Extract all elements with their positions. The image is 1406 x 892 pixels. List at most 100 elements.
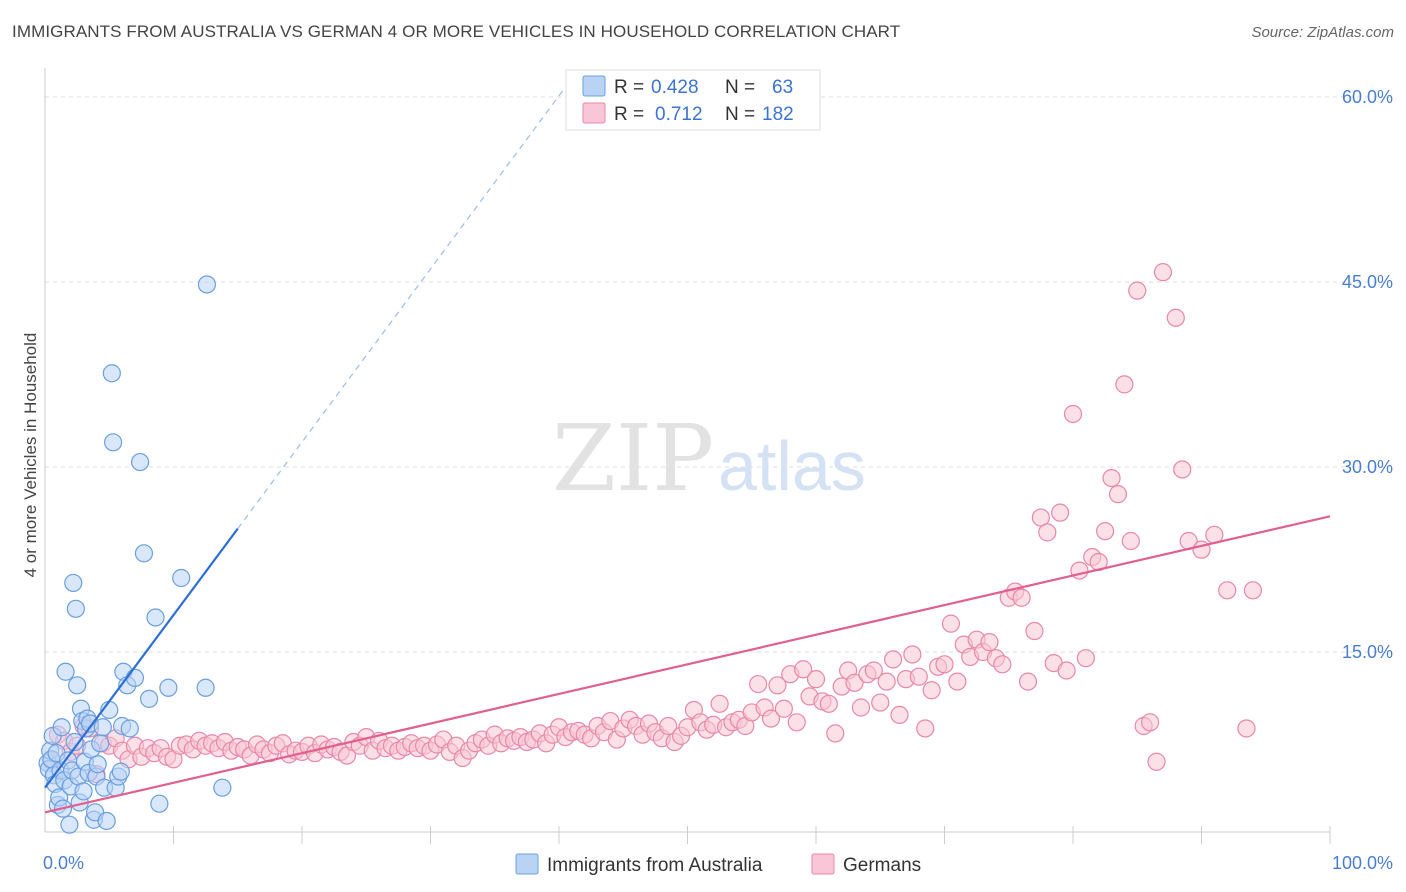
australia-point-22 bbox=[68, 676, 87, 695]
legend-n-value-pink: 182 bbox=[762, 104, 794, 125]
germans-point-151 bbox=[1012, 588, 1031, 607]
series-legend: Immigrants from Australia Germans bbox=[515, 853, 921, 876]
germans-trend-line bbox=[44, 515, 1331, 814]
australia-points bbox=[38, 275, 232, 834]
australia-point-38 bbox=[91, 734, 110, 753]
australia-point-61 bbox=[197, 275, 217, 294]
germans-point-114 bbox=[774, 699, 793, 718]
germans-point-146 bbox=[980, 633, 999, 652]
germans-point-96 bbox=[659, 716, 678, 736]
germans-points bbox=[42, 263, 1263, 784]
australia-point-37 bbox=[88, 755, 107, 774]
australia-point-16 bbox=[60, 815, 79, 834]
legend-r-value-blue: 0.428 bbox=[651, 77, 699, 98]
germans-point-172 bbox=[1147, 752, 1166, 771]
y-tick-label-2: 45.0% bbox=[1342, 272, 1393, 292]
germans-point-131 bbox=[883, 650, 903, 669]
y-tick-label-3: 60.0% bbox=[1342, 87, 1393, 107]
australia-point-27 bbox=[74, 782, 93, 801]
australia-point-51 bbox=[120, 719, 139, 738]
axes bbox=[44, 68, 1331, 844]
germans-point-148 bbox=[993, 655, 1012, 674]
x-tick-label-1: 100.0% bbox=[1332, 853, 1393, 873]
germans-point-126 bbox=[851, 698, 871, 717]
germans-point-166 bbox=[1108, 485, 1128, 504]
germans-point-113 bbox=[768, 676, 787, 695]
legend-n-value-blue: 63 bbox=[772, 77, 793, 98]
germans-point-110 bbox=[749, 674, 768, 694]
germans-point-117 bbox=[794, 660, 813, 679]
australia-point-62 bbox=[213, 778, 232, 797]
germans-point-169 bbox=[1128, 281, 1147, 300]
germans-point-141 bbox=[948, 672, 967, 691]
bottom-legend-label-australia: Immigrants from Australia bbox=[547, 855, 763, 876]
germans-point-137 bbox=[922, 681, 941, 700]
australia-point-41 bbox=[97, 811, 116, 831]
germans-point-130 bbox=[877, 672, 896, 691]
germans-point-121 bbox=[819, 694, 838, 713]
legend-n-label-pink: N = bbox=[725, 104, 755, 125]
germans-point-116 bbox=[787, 713, 806, 732]
australia-point-59 bbox=[172, 568, 191, 588]
legend-n-label-blue: N = bbox=[725, 77, 755, 98]
bottom-legend-swatch-blue bbox=[515, 853, 539, 875]
germans-point-173 bbox=[1153, 263, 1173, 282]
australia-point-55 bbox=[139, 689, 159, 708]
germans-point-139 bbox=[935, 655, 954, 674]
germans-point-179 bbox=[1218, 581, 1237, 600]
australia-point-19 bbox=[64, 573, 83, 593]
germans-point-135 bbox=[909, 667, 928, 686]
legend-r-value-pink: 0.712 bbox=[655, 104, 703, 125]
legend-swatch-pink bbox=[582, 102, 606, 124]
bottom-legend-label-germans: Germans bbox=[843, 855, 921, 876]
y-tick-label-0: 15.0% bbox=[1342, 642, 1393, 662]
watermark: ZIP atlas bbox=[552, 405, 866, 512]
germans-point-165 bbox=[1102, 469, 1121, 488]
trend-lines bbox=[44, 78, 1331, 814]
australia-trend-line bbox=[44, 528, 239, 789]
x-tick-label-0: 0.0% bbox=[43, 853, 84, 873]
germans-point-152 bbox=[1018, 672, 1038, 691]
legend-r-label-blue: R = bbox=[614, 77, 644, 98]
legend-r-label-pink: R = bbox=[614, 104, 644, 125]
germans-point-181 bbox=[1243, 581, 1263, 600]
germans-point-119 bbox=[806, 670, 826, 689]
australia-point-53 bbox=[130, 452, 150, 472]
germans-point-164 bbox=[1096, 522, 1115, 541]
germans-point-155 bbox=[1038, 523, 1057, 542]
australia-point-43 bbox=[102, 364, 121, 383]
germans-point-167 bbox=[1115, 375, 1134, 394]
bottom-legend-swatch-pink bbox=[811, 853, 835, 875]
germans-point-125 bbox=[845, 673, 864, 692]
australia-point-20 bbox=[65, 732, 84, 752]
stats-legend: R = 0.428 N = 63 R = 0.712 N = 182 bbox=[565, 69, 821, 131]
germans-point-140 bbox=[941, 614, 961, 633]
germans-point-171 bbox=[1140, 713, 1160, 732]
germans-point-159 bbox=[1063, 404, 1083, 424]
australia-point-47 bbox=[111, 762, 130, 781]
watermark-zip: ZIP bbox=[552, 405, 714, 512]
australia-point-60 bbox=[196, 678, 215, 697]
stats-legend-box bbox=[565, 69, 821, 131]
germans-point-136 bbox=[916, 719, 935, 738]
germans-point-104 bbox=[710, 694, 729, 713]
germans-point-158 bbox=[1057, 661, 1076, 680]
germans-point-161 bbox=[1076, 649, 1095, 668]
y-axis-label: 4 or more Vehicles in Household bbox=[21, 333, 40, 578]
australia-point-14 bbox=[56, 662, 75, 681]
germans-point-112 bbox=[761, 709, 781, 728]
germans-point-168 bbox=[1121, 531, 1140, 551]
germans-point-129 bbox=[871, 693, 890, 712]
grid-lines bbox=[45, 96, 1392, 653]
legend-swatch-blue bbox=[582, 75, 606, 97]
y-tick-label-1: 30.0% bbox=[1342, 457, 1393, 477]
germans-point-157 bbox=[1051, 503, 1070, 522]
australia-trend-extension bbox=[237, 78, 573, 530]
australia-point-52 bbox=[125, 668, 145, 688]
australia-point-44 bbox=[104, 433, 123, 452]
australia-point-57 bbox=[150, 794, 169, 813]
germans-point-134 bbox=[903, 645, 922, 664]
germans-point-180 bbox=[1237, 719, 1256, 738]
germans-point-175 bbox=[1173, 460, 1192, 479]
